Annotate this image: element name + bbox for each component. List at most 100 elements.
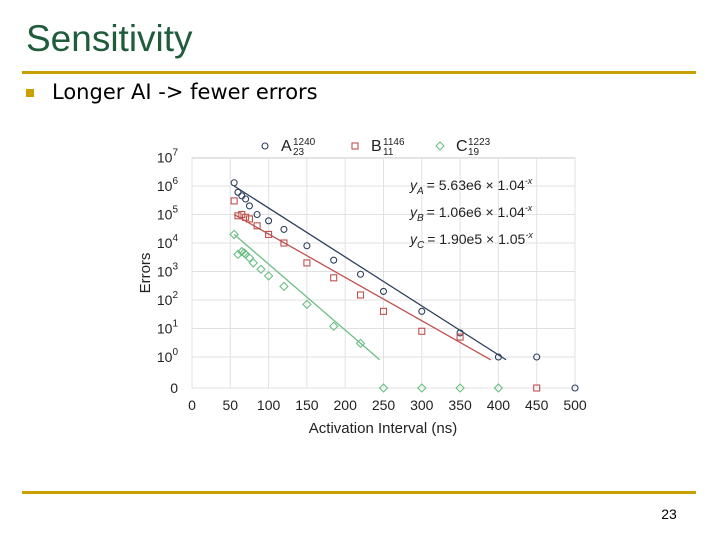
- y-tick-exponent: 4: [172, 233, 178, 244]
- errors-vs-activation-interval-chart: 0 50 100 150 200 250 300 350 400 450 500 010010110…: [137, 137, 587, 437]
- y-tick-label: 103: [157, 262, 179, 280]
- point-c: [417, 383, 427, 393]
- y-tick-exponent: 5: [172, 205, 178, 216]
- legend-subscript: 19: [468, 147, 480, 158]
- fit-equation-c: yC = 1.90e5 × 1.05-x: [409, 230, 533, 251]
- point-c: [279, 281, 289, 292]
- x-tick-label: 250: [372, 397, 396, 413]
- point-a: [379, 287, 388, 295]
- point-a: [234, 188, 242, 196]
- point-b: [379, 307, 388, 315]
- point-b: [280, 239, 288, 247]
- point-c: [263, 271, 274, 281]
- point-b: [330, 274, 338, 282]
- x-tick-label: 450: [525, 397, 549, 413]
- fit-lines: [233, 185, 507, 361]
- y-tick-exponent: 1: [172, 319, 178, 330]
- equation-y: y: [409, 231, 418, 247]
- equation-subscript: C: [417, 240, 425, 251]
- point-b: [265, 230, 273, 238]
- x-tick-label: 400: [487, 397, 511, 413]
- point-a: [533, 353, 541, 361]
- equation-subscript: B: [417, 213, 424, 224]
- point-a: [456, 329, 464, 337]
- equation-exponent: -x: [525, 176, 533, 186]
- fit-line-c: [233, 233, 381, 361]
- y-tick-label: 106: [157, 176, 179, 194]
- data-points: [229, 179, 579, 393]
- legend-marker: [435, 141, 445, 151]
- point-a: [230, 179, 238, 187]
- legend-subscript: 23: [293, 147, 305, 158]
- y-tick-label: 104: [157, 233, 179, 251]
- point-c: [455, 383, 465, 393]
- fit-line-a: [233, 185, 507, 361]
- footer-rule: [22, 491, 696, 494]
- point-c: [229, 229, 239, 240]
- x-tick-label: 200: [334, 397, 358, 413]
- x-tick-label: 150: [295, 397, 319, 413]
- point-b: [418, 327, 426, 335]
- x-tick-label: 0: [188, 397, 196, 413]
- y-tick-label: 0: [170, 380, 178, 396]
- y-tick-base: 10: [157, 178, 173, 194]
- point-a: [494, 353, 502, 361]
- legend-name: A: [281, 138, 292, 155]
- y-tick-exponent: 3: [172, 262, 178, 273]
- x-tick-label: 100: [257, 397, 281, 413]
- legend-marker: [351, 142, 359, 150]
- equation-exponent: -x: [525, 230, 533, 240]
- page-number: 23: [661, 506, 677, 522]
- point-a: [356, 270, 365, 278]
- y-tick-base: 10: [157, 207, 173, 223]
- point-c: [248, 258, 259, 268]
- x-tick-label: 500: [563, 397, 587, 413]
- point-a: [303, 242, 311, 250]
- x-tick-labels: 0 50 100 150 200 250 300 350 400 450 500: [188, 397, 587, 413]
- fit-equations: yA = 5.63e6 × 1.04-xyB = 1.06e6 × 1.04-xyC…: [409, 176, 533, 251]
- point-b: [234, 212, 242, 220]
- point-b: [533, 384, 541, 392]
- legend-name: C: [456, 138, 468, 155]
- square-bullet-icon: [26, 89, 34, 97]
- y-tick-label: 102: [157, 290, 179, 308]
- y-tick-label: 105: [157, 205, 179, 223]
- title-rule: [22, 71, 696, 74]
- x-tick-label: 300: [410, 397, 434, 413]
- y-tick-base: 10: [157, 235, 173, 251]
- x-tick-label: 50: [223, 397, 239, 413]
- point-b: [456, 333, 464, 341]
- legend-superscript: 1240: [293, 137, 316, 148]
- point-c: [256, 264, 266, 275]
- y-tick-exponent: 7: [172, 148, 178, 159]
- equation-body: = 5.63e6 × 1.04: [427, 177, 525, 193]
- point-c: [302, 299, 312, 310]
- equation-body: = 1.90e5 × 1.05: [427, 231, 525, 247]
- point-a: [280, 225, 288, 233]
- y-tick-label: 107: [157, 148, 179, 166]
- y-tick-base: 10: [157, 150, 173, 166]
- point-c: [328, 321, 339, 332]
- equation-exponent: -x: [525, 203, 533, 213]
- legend-name: B: [371, 138, 382, 155]
- y-tick-exponent: 2: [172, 290, 178, 301]
- y-tick-label: 101: [157, 319, 179, 337]
- y-tick-base: 10: [157, 321, 173, 337]
- point-a: [571, 384, 579, 392]
- slide-title: Sensitivity: [26, 18, 193, 59]
- x-axis-label: Activation Interval (ns): [309, 420, 457, 437]
- point-a: [253, 210, 261, 219]
- y-axis-label: Errors: [137, 253, 154, 294]
- point-a: [330, 256, 338, 264]
- equation-subscript: A: [416, 186, 424, 197]
- y-tick-exponent: 6: [172, 176, 178, 187]
- point-a: [418, 307, 426, 315]
- point-c: [355, 338, 366, 349]
- point-a: [242, 195, 250, 203]
- grid-lines: [191, 157, 576, 389]
- point-b: [242, 213, 250, 221]
